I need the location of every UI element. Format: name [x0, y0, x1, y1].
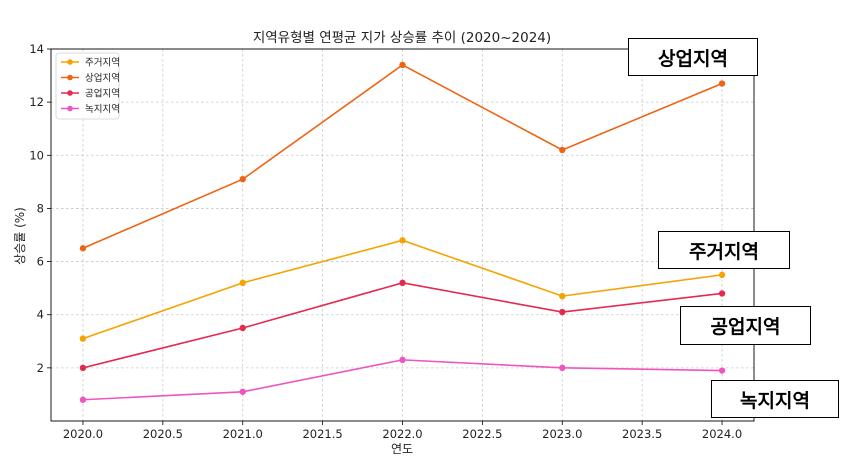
y-tick-label: 4 — [37, 308, 44, 322]
data-point — [239, 176, 246, 183]
series-1 — [79, 61, 726, 252]
series-2 — [79, 279, 726, 372]
data-point — [399, 356, 406, 364]
y-tick-label: 2 — [37, 361, 44, 375]
callout-green: 녹지지역 — [711, 380, 839, 418]
legend-label: 상업지역 — [85, 72, 120, 84]
legend-marker — [67, 74, 73, 81]
data-point — [559, 146, 566, 154]
x-tick-label: 2023.5 — [622, 427, 662, 441]
legend-marker — [67, 90, 73, 96]
chart-title: 지역유형별 연평균 지가 상승률 추이 (2020~2024) — [253, 30, 551, 46]
data-point — [79, 364, 87, 372]
y-tick-label: 12 — [29, 95, 44, 109]
x-tick-label: 2020.5 — [143, 427, 183, 441]
x-tick-label: 2022.5 — [462, 427, 502, 441]
y-tick-label: 14 — [29, 42, 44, 56]
data-point — [718, 80, 726, 87]
data-point — [559, 308, 566, 316]
data-point — [559, 364, 566, 372]
data-point — [559, 292, 566, 300]
data-point — [79, 245, 87, 252]
x-tick-label: 2024.0 — [702, 427, 742, 441]
y-axis-label: 상승률 (%) — [13, 207, 27, 265]
legend-label: 녹지지역 — [85, 104, 120, 115]
data-point — [399, 279, 406, 287]
x-tick-label: 2022.0 — [382, 427, 422, 441]
data-point — [399, 237, 406, 244]
x-tick-label: 2021.0 — [223, 427, 263, 441]
y-tick-label: 8 — [37, 201, 44, 215]
data-point — [718, 290, 726, 297]
data-point — [79, 335, 87, 342]
x-tick-label: 2021.5 — [302, 427, 342, 441]
data-point — [399, 61, 406, 69]
legend-label: 주거지역 — [85, 58, 120, 69]
x-tick-label: 2023.0 — [542, 427, 582, 441]
x-tick-label: 2020.0 — [63, 427, 103, 441]
data-point — [718, 367, 726, 374]
series-3 — [79, 356, 726, 403]
callout-industrial: 공업지역 — [680, 306, 811, 345]
y-tick-label: 6 — [37, 255, 44, 269]
y-tick-label: 10 — [29, 148, 44, 162]
callout-commercial: 상업지역 — [628, 38, 758, 76]
x-axis-label: 연도 — [391, 442, 413, 456]
legend-marker — [67, 105, 73, 112]
series-group — [79, 61, 726, 403]
data-point — [718, 271, 726, 279]
data-point — [239, 279, 246, 287]
data-point — [239, 324, 246, 332]
legend-marker — [67, 59, 73, 65]
callout-residential: 주거지역 — [658, 231, 790, 269]
legend-box — [55, 52, 120, 120]
data-point — [239, 388, 246, 395]
data-point — [79, 396, 87, 403]
legend-label: 공업지역 — [85, 88, 120, 100]
series-0 — [79, 237, 726, 342]
grid — [51, 48, 754, 421]
